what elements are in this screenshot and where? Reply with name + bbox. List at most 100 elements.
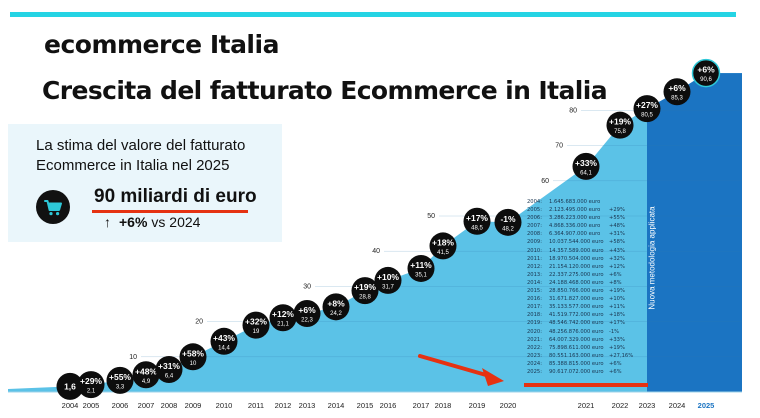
growth-label: +6% <box>697 65 715 75</box>
growth-label: +55% <box>109 372 131 382</box>
data-bubble <box>132 361 160 389</box>
value-label: 75,8 <box>614 129 626 135</box>
highlight-underline <box>524 383 648 387</box>
table-value: 48.546.742.000 euro <box>549 320 604 327</box>
table-year: 2014: <box>527 279 542 286</box>
table-growth: +19% <box>609 288 625 295</box>
growth-label: +11% <box>410 260 432 270</box>
table-row: 2016: 31.671.827.000 euro +10% <box>527 295 633 303</box>
data-point: +6% 90,6 <box>691 58 721 88</box>
table-growth: +6% <box>609 271 622 278</box>
data-bubble <box>322 293 350 321</box>
x-tick-label: 2022 <box>612 401 629 410</box>
data-bubble <box>77 371 105 399</box>
value-label: 21,1 <box>277 322 289 328</box>
x-tick-label: 2012 <box>275 401 292 410</box>
data-bubble <box>463 207 491 235</box>
table-year: 2005: <box>527 207 542 214</box>
x-tick-label: 2006 <box>112 401 129 410</box>
brand-logo: ecommerce Italia <box>44 30 279 59</box>
table-value: 35.133.577.000 euro <box>549 304 604 311</box>
growth-label: +31% <box>158 361 180 371</box>
growth-label: -1% <box>500 214 516 224</box>
data-bubble <box>606 111 634 139</box>
data-point: +31% 6,4 <box>155 355 183 383</box>
table-year: 2017: <box>527 304 542 311</box>
growth-label: +29% <box>80 376 102 386</box>
data-point: +11% 35,1 <box>407 254 435 282</box>
value-label: 1,6 <box>64 381 76 391</box>
data-bubble <box>429 232 457 260</box>
table-growth: +55% <box>609 215 625 222</box>
data-bubble <box>56 372 84 400</box>
data-bubble <box>179 343 207 371</box>
value-label: 2,1 <box>87 389 96 395</box>
data-bubble <box>269 304 297 332</box>
value-label: 80,5 <box>641 113 653 119</box>
table-value: 10.037.544.000 euro <box>549 239 604 246</box>
table-value: 1.645.683.000 euro <box>549 199 601 205</box>
table-year: 2012: <box>527 263 542 270</box>
value-label: 31,7 <box>382 284 394 290</box>
shopping-cart-icon <box>36 190 70 224</box>
table-row: 2023: 80.551.163.000 euro +27,16% <box>527 352 633 360</box>
table-growth: -1% <box>609 328 620 335</box>
table-growth: +31% <box>609 231 625 238</box>
x-tick-label: 2009 <box>185 401 202 410</box>
data-table: 2004: 1.645.683.000 euro 2005: 2.123.495.00… <box>527 198 633 376</box>
table-growth: +10% <box>609 296 625 303</box>
data-point: +55% 3,3 <box>106 366 134 394</box>
table-year: 2015: <box>527 288 542 295</box>
growth-percentage: +6% <box>119 214 148 230</box>
table-row: 2020: 48.256.876.000 euro -1% <box>527 328 633 336</box>
data-point: +18% 41,5 <box>429 232 457 260</box>
amount-underline <box>92 210 248 213</box>
data-point: +8% 24,2 <box>322 293 350 321</box>
table-year: 2020: <box>527 328 542 335</box>
table-row: 2014: 24.188.468.000 euro +8% <box>527 279 633 287</box>
growth-label: +33% <box>575 158 597 168</box>
table-row: 2019: 48.546.742.000 euro +17% <box>527 319 633 327</box>
data-point: +32% 19 <box>242 311 270 339</box>
table-row: 2013: 22.337.275.000 euro +6% <box>527 271 633 279</box>
x-tick-label: 2020 <box>500 401 517 410</box>
data-point: +6% 85,3 <box>663 78 691 106</box>
table-year: 2006: <box>527 215 542 222</box>
info-box: La stima del valore del fatturato Ecomme… <box>8 124 282 242</box>
highlight-arrowhead <box>482 368 504 386</box>
table-value: 64.007.329.000 euro <box>549 336 604 343</box>
data-bubble <box>691 58 721 88</box>
data-bubble <box>155 355 183 383</box>
data-point: +27% 80,5 <box>633 95 661 123</box>
table-value: 31.671.827.000 euro <box>549 296 604 303</box>
data-bubble <box>633 95 661 123</box>
x-tick-label: 2021 <box>578 401 595 410</box>
table-year: 2010: <box>527 247 542 254</box>
growth-label: +6% <box>668 83 686 93</box>
table-growth: +19% <box>609 344 625 351</box>
y-tick-label: 60 <box>541 178 549 185</box>
methodology-label: Nuova metodologia applicata <box>647 206 657 310</box>
table-value: 21.154.120.000 euro <box>549 263 604 270</box>
table-row: 2025: 90.617.072.000 euro +6% <box>527 368 633 376</box>
table-growth: +32% <box>609 255 625 262</box>
table-year: 2021: <box>527 336 542 343</box>
table-growth: +11% <box>609 304 625 311</box>
y-tick-label: 40 <box>372 248 380 255</box>
methodology-region <box>647 73 742 392</box>
table-row: 2022: 75.898.611.000 euro +19% <box>527 344 633 352</box>
table-value: 2.123.495.000 euro <box>549 207 601 214</box>
data-bubble <box>494 208 522 236</box>
data-point: +17% 48,5 <box>463 207 491 235</box>
table-year: 2016: <box>527 296 542 303</box>
table-row: 2006: 3.286.223.000 euro +55% <box>527 214 633 222</box>
data-point: +19% 28,8 <box>351 277 379 305</box>
arrow-up-icon: ↑ <box>104 214 111 230</box>
x-tick-label: 2024 <box>669 401 686 410</box>
growth-label: +12% <box>272 309 294 319</box>
value-label: 90,6 <box>700 77 712 83</box>
table-growth: +12% <box>609 263 625 270</box>
table-value: 85.388.815.000 euro <box>549 360 604 367</box>
y-tick-label: 80 <box>569 107 577 114</box>
value-label: 24,2 <box>330 311 342 317</box>
